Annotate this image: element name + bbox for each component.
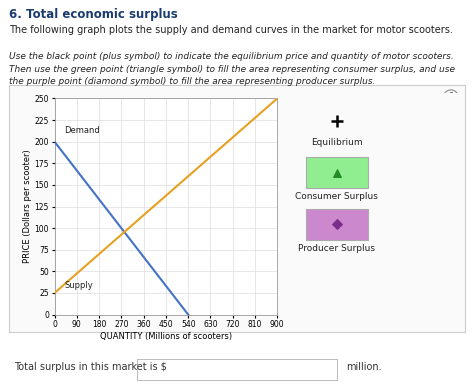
Y-axis label: PRICE (Dollars per scooter): PRICE (Dollars per scooter) [23,150,32,263]
Text: Demand: Demand [64,126,100,135]
Text: Equilibrium: Equilibrium [311,138,363,147]
X-axis label: QUANTITY (Millions of scooters): QUANTITY (Millions of scooters) [100,332,232,341]
FancyBboxPatch shape [306,209,368,240]
Text: Use the black point (plus symbol) to indicate the equilibrium price and quantity: Use the black point (plus symbol) to ind… [9,52,456,86]
Text: 6. Total economic surplus: 6. Total economic surplus [9,8,178,22]
FancyBboxPatch shape [306,157,368,188]
Text: Producer Surplus: Producer Surplus [299,244,375,253]
Text: Consumer Surplus: Consumer Surplus [295,192,378,201]
Text: The following graph plots the supply and demand curves in the market for motor s: The following graph plots the supply and… [9,25,453,35]
Text: Supply: Supply [64,281,93,290]
Text: Total surplus in this market is $: Total surplus in this market is $ [14,362,167,372]
Text: million.: million. [346,362,382,372]
Text: ?: ? [448,92,454,102]
